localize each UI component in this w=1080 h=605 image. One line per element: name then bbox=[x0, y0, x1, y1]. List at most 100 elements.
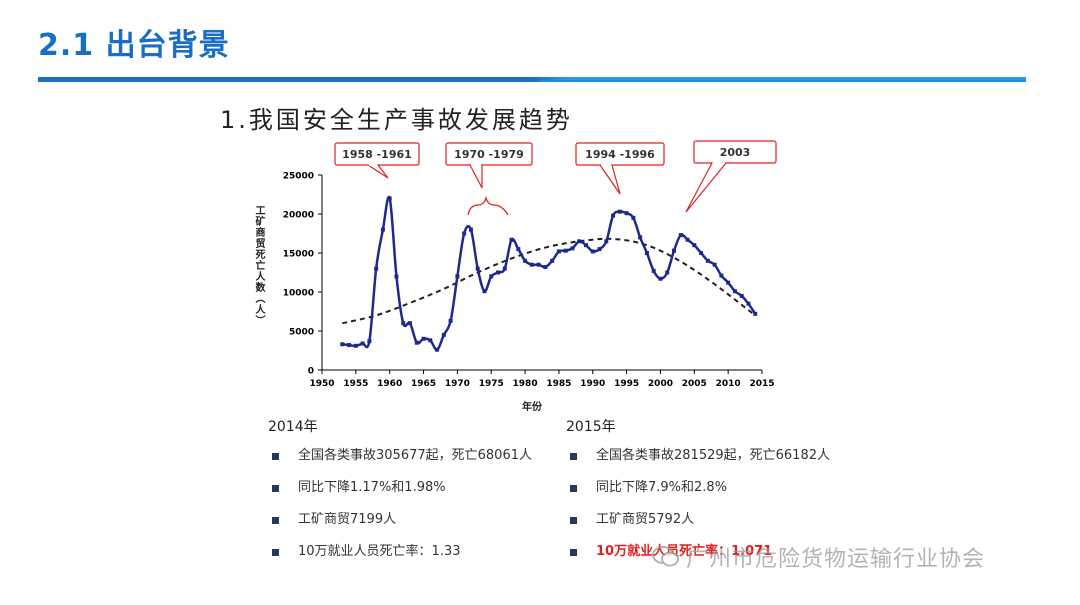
data-point bbox=[340, 342, 345, 347]
data-point bbox=[563, 248, 568, 253]
chart-title: 1.我国安全生产事故发展趋势 bbox=[220, 106, 573, 134]
trend-line bbox=[342, 237, 756, 325]
callout-box bbox=[693, 140, 777, 164]
stat-item: 同比下降7.9%和2.8% bbox=[566, 478, 830, 510]
y-tick-label: 25000 bbox=[283, 172, 314, 182]
data-point bbox=[732, 289, 737, 294]
wechat-icon bbox=[652, 546, 680, 568]
x-axis-label: 年份 bbox=[522, 402, 542, 413]
data-point bbox=[631, 215, 636, 220]
x-tick-label: 2005 bbox=[682, 379, 707, 389]
callout-label: 1958 -1961 bbox=[342, 148, 412, 161]
y-tick-label: 0 bbox=[308, 367, 314, 377]
stat-item: 工矿商贸5792人 bbox=[566, 510, 830, 542]
stat-item: 同比下降1.17%和1.98% bbox=[268, 478, 532, 510]
data-point bbox=[577, 239, 582, 244]
data-point bbox=[719, 273, 724, 278]
trend-line-group bbox=[342, 237, 756, 325]
data-point bbox=[712, 262, 717, 267]
stat-item: 全国各类事故305677起，死亡68061人 bbox=[268, 446, 532, 478]
x-tick-label: 1975 bbox=[479, 379, 504, 389]
data-point bbox=[550, 258, 555, 263]
x-tick-label: 1990 bbox=[580, 379, 605, 389]
x-tick-label: 1960 bbox=[377, 379, 402, 389]
bullet-square-icon bbox=[570, 485, 577, 492]
stat-item: 工矿商贸7199人 bbox=[268, 510, 532, 542]
y-axis-label: 工矿商贸死亡人数（人） bbox=[253, 205, 264, 326]
data-point bbox=[644, 251, 649, 255]
data-point bbox=[746, 301, 751, 306]
data-point bbox=[468, 227, 473, 232]
data-point bbox=[482, 289, 487, 294]
data-point bbox=[509, 237, 514, 242]
series-line bbox=[342, 195, 757, 351]
data-point bbox=[651, 268, 656, 273]
callout-label: 2003 bbox=[720, 146, 751, 159]
data-point bbox=[367, 339, 372, 344]
data-point bbox=[496, 270, 500, 275]
data-point bbox=[502, 266, 507, 271]
data-point bbox=[739, 293, 744, 298]
data-point bbox=[685, 237, 690, 242]
bullet-square-icon bbox=[570, 453, 577, 460]
data-point bbox=[672, 248, 676, 253]
y-tick-label: 10000 bbox=[283, 289, 314, 299]
data-point bbox=[753, 311, 758, 316]
data-point bbox=[516, 247, 521, 252]
data-point bbox=[380, 227, 385, 232]
y-tick-label: 5000 bbox=[289, 328, 314, 338]
data-point bbox=[360, 341, 365, 346]
data-point bbox=[705, 258, 710, 263]
data-point bbox=[421, 336, 426, 341]
data-point bbox=[617, 209, 622, 214]
data-point bbox=[374, 266, 379, 271]
data-point bbox=[678, 233, 683, 238]
data-point bbox=[435, 347, 440, 352]
data-point bbox=[692, 243, 697, 248]
data-point bbox=[624, 211, 629, 216]
data-point bbox=[353, 343, 358, 348]
data-point bbox=[475, 266, 480, 271]
data-point bbox=[590, 249, 595, 254]
data-point bbox=[597, 247, 602, 252]
x-tick-label: 1955 bbox=[343, 379, 368, 389]
data-point bbox=[604, 239, 609, 244]
bullet-square-icon bbox=[272, 453, 279, 460]
series-line-group bbox=[342, 195, 757, 351]
title-divider-accent bbox=[540, 80, 1026, 82]
bullet-square-icon bbox=[272, 549, 279, 556]
x-tick-label: 2010 bbox=[716, 379, 741, 389]
data-point bbox=[699, 251, 704, 255]
series-points-group bbox=[340, 196, 758, 352]
data-point bbox=[387, 196, 392, 201]
data-point bbox=[638, 235, 643, 240]
callouts-group: 1958 -1961 1970 -1979 1994 -1996 2003 bbox=[334, 140, 777, 216]
data-point bbox=[584, 243, 588, 248]
callout-pointer bbox=[685, 162, 727, 213]
bullet-square-icon bbox=[570, 517, 577, 524]
bullet-square-icon bbox=[272, 485, 279, 492]
data-point bbox=[401, 321, 406, 326]
data-point bbox=[408, 321, 412, 326]
data-point bbox=[570, 246, 575, 251]
data-point bbox=[556, 249, 561, 254]
x-axis-ticks: 1950 1955 1960 1965 1970 1975 1980 1985 1990 1995… bbox=[309, 370, 775, 389]
x-tick-label: 1985 bbox=[546, 379, 571, 389]
watermark: 广州市危险货物运输行业协会 bbox=[652, 541, 985, 573]
data-point bbox=[448, 318, 453, 323]
data-point bbox=[611, 213, 616, 218]
bullet-square-icon bbox=[272, 517, 279, 524]
year-heading-2014: 2014年 bbox=[268, 419, 318, 435]
year-heading-2015: 2015年 bbox=[566, 419, 616, 435]
chart-axes bbox=[321, 175, 762, 371]
data-point bbox=[726, 280, 731, 285]
y-axis-ticks: 0 5000 10000 15000 20000 25000 bbox=[283, 172, 322, 377]
x-tick-label: 1980 bbox=[513, 379, 538, 389]
data-point bbox=[658, 276, 663, 281]
callout-brace bbox=[467, 195, 509, 216]
slide-title: 2.1 出台背景 bbox=[38, 28, 230, 63]
callout-pointer bbox=[599, 164, 621, 195]
callout-label: 1994 -1996 bbox=[585, 148, 655, 161]
callout-box bbox=[575, 142, 665, 166]
